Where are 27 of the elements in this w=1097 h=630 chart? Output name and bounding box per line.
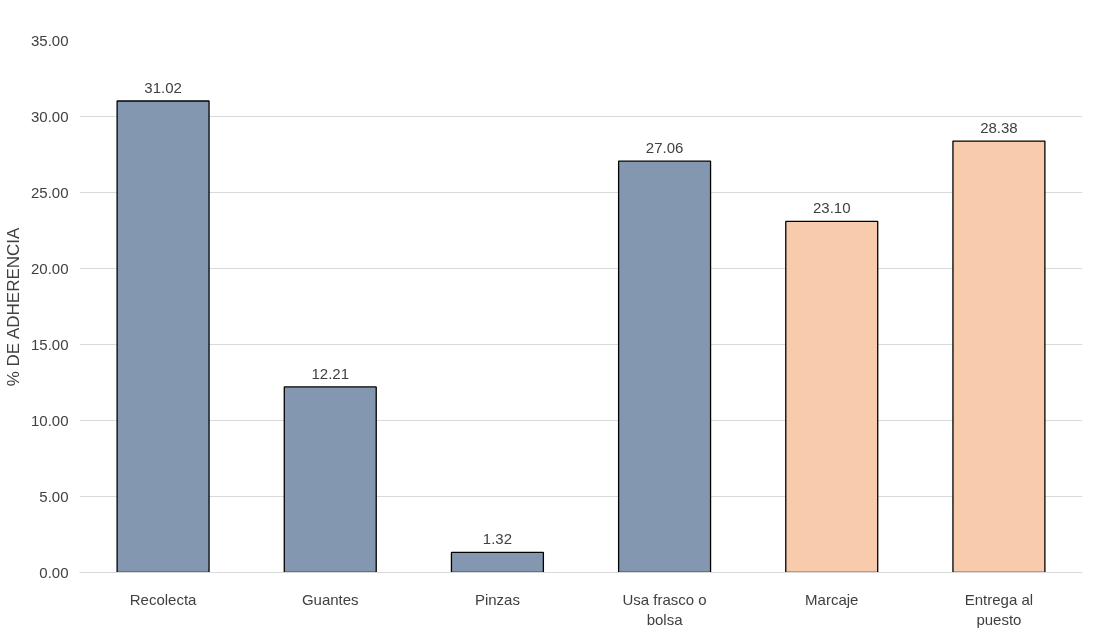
bar bbox=[952, 140, 1046, 573]
y-axis-title: % DE ADHERENCIA bbox=[3, 226, 23, 387]
x-tick-label: Marcaje bbox=[805, 590, 859, 608]
x-tick-label: Usa frasco o bolsa bbox=[622, 590, 707, 628]
y-tick-label: 15.00 bbox=[30, 335, 69, 353]
bar bbox=[617, 160, 712, 573]
y-tick-label: 10.00 bbox=[30, 411, 69, 429]
data-label: 28.38 bbox=[980, 119, 1018, 137]
y-tick-label: 0.00 bbox=[39, 563, 69, 581]
data-label: 12.21 bbox=[311, 364, 350, 382]
y-tick-label: 35.00 bbox=[30, 31, 69, 49]
bar bbox=[785, 220, 879, 573]
y-tick-label: 20.00 bbox=[30, 259, 69, 277]
data-label: 23.10 bbox=[812, 199, 851, 217]
y-tick-label: 30.00 bbox=[30, 107, 69, 125]
bar bbox=[116, 100, 210, 573]
x-tick-label: Pinzas bbox=[474, 590, 520, 608]
bar bbox=[283, 386, 377, 573]
x-tick-label: Recolecta bbox=[129, 590, 198, 608]
data-label: 1.32 bbox=[482, 530, 513, 548]
y-tick-label: 5.00 bbox=[39, 487, 69, 505]
y-tick-label: 25.00 bbox=[30, 183, 69, 201]
data-label: 27.06 bbox=[645, 139, 684, 157]
x-tick-label: Guantes bbox=[301, 590, 359, 608]
bar bbox=[450, 551, 545, 573]
x-tick-label: Entrega al puesto bbox=[964, 590, 1034, 628]
data-label: 31.02 bbox=[144, 79, 182, 96]
